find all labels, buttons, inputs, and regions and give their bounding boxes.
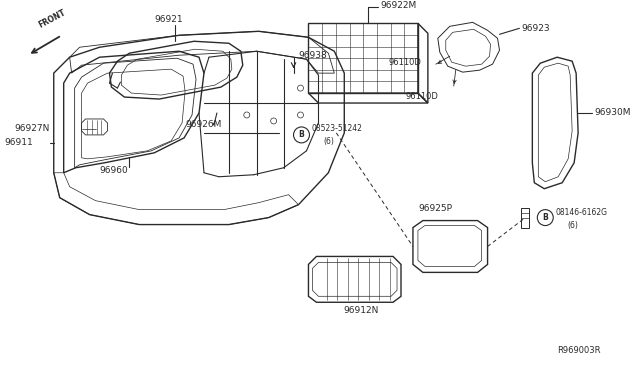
Text: 96921: 96921 [154, 15, 183, 24]
Text: (6): (6) [323, 137, 334, 146]
Text: 96926M: 96926M [185, 121, 221, 129]
Text: 96912N: 96912N [343, 306, 379, 315]
Text: 08523-51242: 08523-51242 [312, 124, 362, 134]
Text: R969003R: R969003R [557, 346, 601, 355]
Text: B: B [543, 213, 548, 222]
Bar [522, 208, 529, 228]
Text: 08146-6162G: 08146-6162G [556, 208, 607, 217]
Text: 96922M: 96922M [380, 1, 417, 10]
Text: 96960: 96960 [99, 166, 128, 175]
Text: 96923: 96923 [522, 24, 550, 33]
Text: 96110D: 96110D [406, 92, 439, 100]
Text: FRONT: FRONT [36, 7, 67, 29]
Text: B: B [299, 131, 305, 140]
Text: 96927N: 96927N [14, 124, 49, 134]
Text: 96930M: 96930M [594, 109, 630, 118]
Text: 96925P: 96925P [418, 204, 452, 213]
Text: (6): (6) [567, 221, 578, 230]
Text: 96938: 96938 [298, 51, 327, 60]
Text: 96110D: 96110D [388, 58, 421, 67]
Text: 96911: 96911 [4, 138, 33, 147]
